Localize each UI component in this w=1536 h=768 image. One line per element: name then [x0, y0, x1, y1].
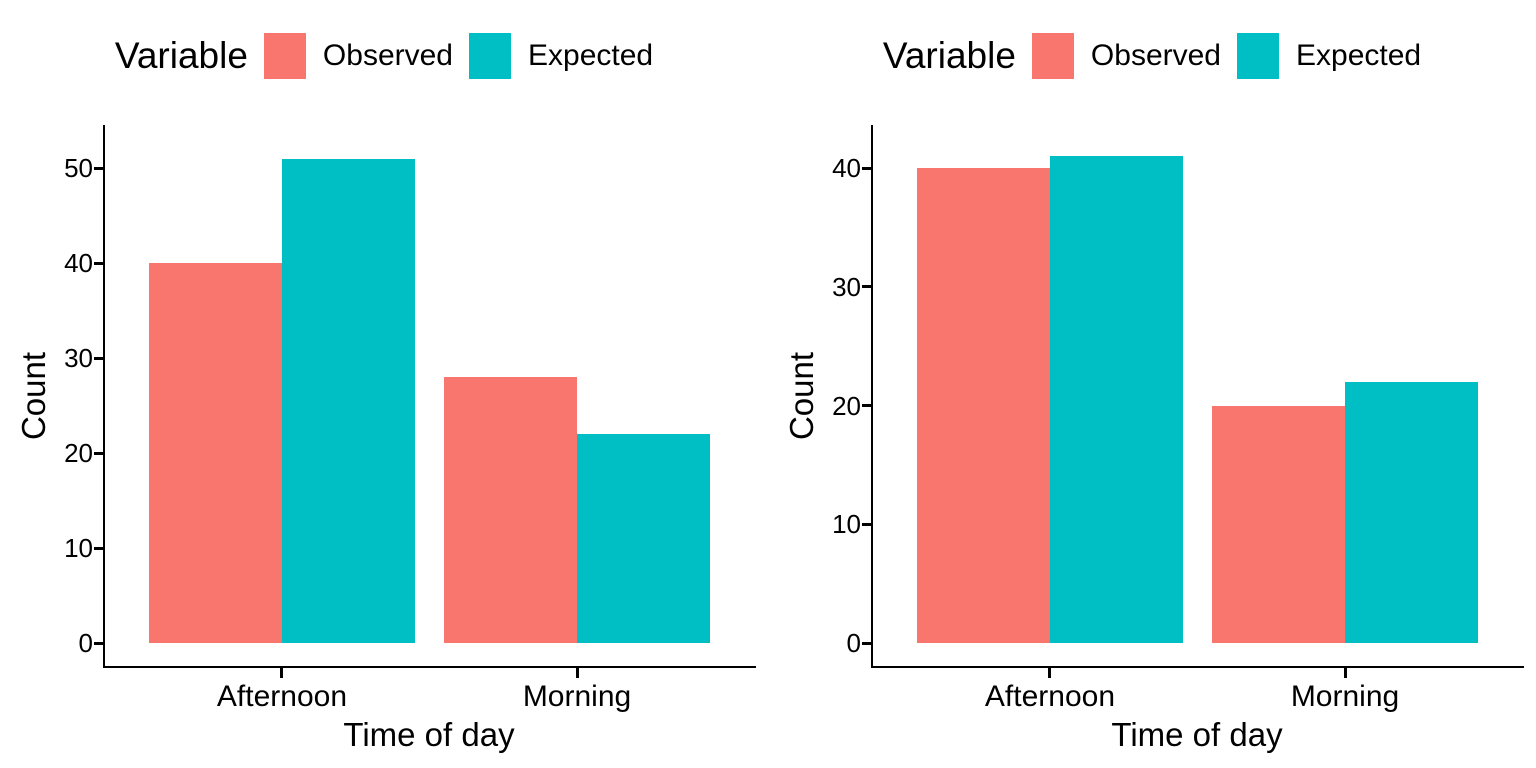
- legend: Variable Observed Expected: [768, 30, 1536, 82]
- y-tick-mark: [94, 356, 104, 360]
- y-tick-mark: [862, 522, 872, 526]
- y-tick-label: 30: [64, 343, 93, 373]
- y-tick-label: 10: [64, 533, 93, 563]
- legend-title: Variable: [882, 35, 1016, 76]
- legend-label-observed: Observed: [322, 39, 453, 72]
- x-category-label: Morning: [1290, 680, 1400, 713]
- observed-swatch-icon: [263, 33, 306, 79]
- x-category-label: Morning: [522, 680, 632, 713]
- y-tick-mark: [862, 404, 872, 407]
- x-axis-line: [103, 666, 756, 668]
- y-tick-mark: [94, 451, 104, 455]
- bar-expected-afternoon: [1049, 156, 1183, 643]
- x-tick-mark: [575, 668, 579, 678]
- y-tick-label: 30: [832, 271, 861, 302]
- bar-observed-morning: [1212, 405, 1346, 643]
- x-axis-title: Time of day: [1111, 716, 1283, 753]
- legend-item-observed: Observed: [263, 33, 453, 79]
- bar-observed-afternoon: [916, 168, 1050, 643]
- expected-swatch-icon: [1237, 33, 1279, 79]
- y-tick-label: 20: [832, 390, 861, 421]
- legend-item-expected: Expected: [469, 33, 653, 79]
- y-tick-mark: [94, 261, 104, 265]
- y-axis-line: [871, 125, 873, 668]
- y-tick-label: 50: [64, 153, 93, 183]
- y-tick-label: 40: [64, 248, 93, 278]
- bar-expected-afternoon: [281, 158, 415, 643]
- chart-left: Variable Observed Expected Count 0 10 20 30…: [0, 30, 768, 753]
- y-tick-label: 40: [832, 153, 861, 183]
- bar-expected-morning: [577, 434, 711, 643]
- x-axis-line: [871, 666, 1524, 668]
- y-tick-mark: [94, 166, 104, 170]
- x-category-label: Afternoon: [216, 680, 348, 713]
- legend-item-observed: Observed: [1031, 33, 1221, 79]
- y-tick-mark: [862, 166, 872, 170]
- expected-swatch-icon: [469, 33, 511, 79]
- legend-label-observed: Observed: [1090, 39, 1221, 72]
- bar-expected-morning: [1345, 381, 1479, 643]
- x-tick-mark: [1343, 668, 1347, 678]
- x-axis-title: Time of day: [343, 716, 515, 753]
- y-tick-mark: [862, 285, 872, 289]
- legend-label-expected: Expected: [528, 39, 654, 72]
- y-tick-label: 20: [64, 438, 93, 468]
- bar-observed-afternoon: [148, 263, 282, 643]
- legend-title: Variable: [114, 35, 248, 76]
- x-tick-mark: [280, 668, 284, 678]
- y-tick-mark: [94, 546, 104, 550]
- y-tick-mark: [94, 641, 104, 645]
- legend-label-expected: Expected: [1296, 39, 1422, 72]
- legend: Variable Observed Expected: [0, 30, 768, 82]
- observed-swatch-icon: [1031, 33, 1074, 79]
- y-tick-label: 0: [846, 628, 861, 658]
- y-axis-line: [103, 125, 105, 668]
- chart-right: Variable Observed Expected Count 0 10 20 30…: [768, 0, 1536, 768]
- x-category-label: Afternoon: [984, 680, 1116, 713]
- legend-item-expected: Expected: [1237, 33, 1421, 79]
- y-tick-label: 10: [832, 509, 861, 540]
- y-tick-mark: [862, 641, 872, 645]
- x-tick-mark: [1048, 668, 1052, 678]
- y-tick-label: 0: [78, 628, 93, 658]
- bar-observed-morning: [444, 377, 578, 643]
